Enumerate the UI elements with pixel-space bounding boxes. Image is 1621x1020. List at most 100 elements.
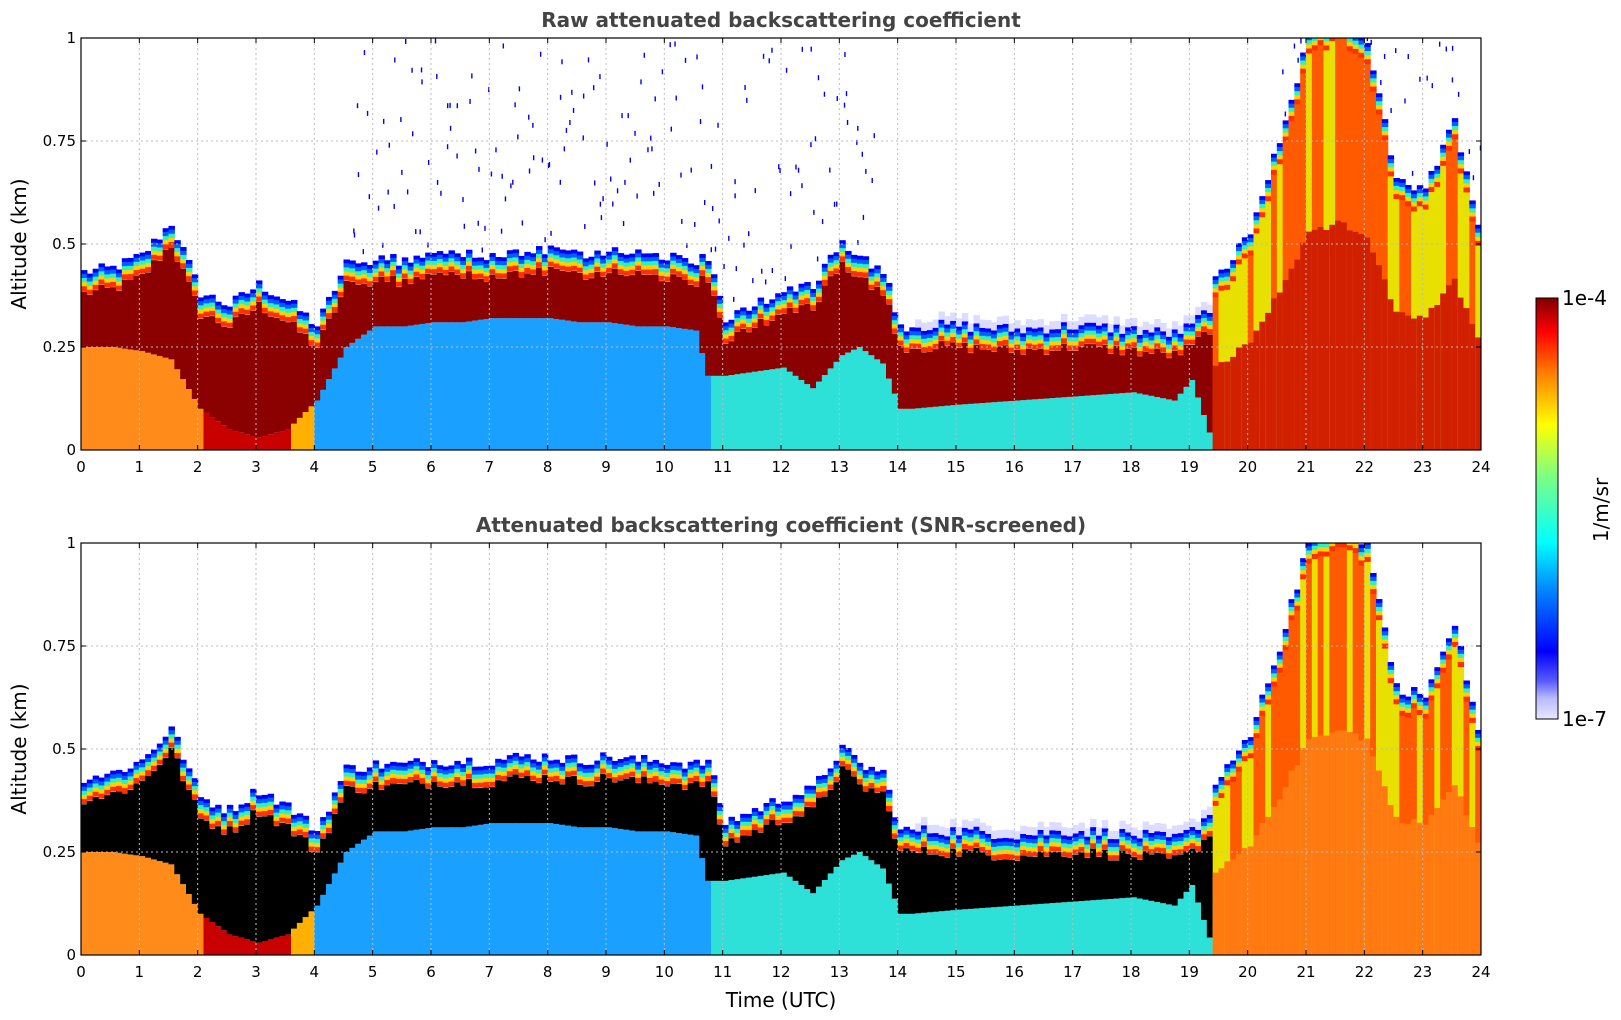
heat-cell [349, 260, 356, 265]
heat-cell [483, 773, 490, 778]
heat-cell [436, 786, 444, 828]
noise-speck [559, 179, 562, 185]
heat-cell [711, 786, 718, 792]
heat-cell [909, 841, 916, 846]
heat-cell [547, 781, 555, 824]
heat-cell [845, 748, 852, 752]
heat-cell [139, 252, 146, 257]
heat-cell [1463, 182, 1470, 188]
heat-cell [658, 778, 665, 785]
heat-cell [116, 269, 123, 274]
heat-cell [1399, 702, 1406, 707]
heat-cell [1324, 29, 1330, 33]
heat-cell [174, 736, 181, 741]
noise-speck [1336, 22, 1337, 27]
heat-cell [582, 279, 590, 323]
heat-cell [891, 824, 899, 830]
heat-cell [1072, 321, 1080, 330]
heat-cell [518, 763, 525, 769]
heat-cell [530, 775, 537, 781]
heat-cell [629, 256, 636, 262]
heat-cell [862, 785, 870, 792]
heat-cell [215, 323, 222, 422]
heat-cell [652, 326, 660, 450]
heat-cell [734, 317, 741, 323]
heat-cell [133, 275, 140, 351]
noise-speck [420, 67, 423, 73]
heat-cell [956, 318, 963, 327]
heat-cell [168, 729, 175, 735]
heat-cell [238, 816, 245, 821]
heat-cell [1230, 767, 1237, 773]
heat-cell [186, 281, 193, 390]
heat-cell [757, 814, 765, 820]
heat-cell [781, 823, 788, 873]
heat-cell [151, 354, 158, 450]
heat-cell [740, 307, 747, 312]
heat-cell [337, 792, 345, 798]
noise-speck [801, 46, 804, 52]
y-tick-label: 0.75 [43, 132, 76, 150]
heat-cell [1055, 340, 1062, 346]
heat-cell [238, 313, 245, 433]
heat-cell [133, 777, 140, 783]
heat-cell [1416, 822, 1424, 955]
x-tick-label: 15 [946, 963, 965, 981]
heat-cell [565, 257, 572, 263]
heat-cell [722, 880, 730, 955]
heat-cell [932, 824, 940, 834]
heat-cell [629, 265, 636, 270]
heat-cell [606, 263, 613, 268]
heat-cell [856, 784, 864, 852]
heat-cell [816, 787, 823, 793]
heat-cell [530, 766, 537, 772]
heat-cell [372, 760, 380, 765]
heat-cell [658, 763, 665, 768]
heat-cell [664, 267, 671, 273]
heat-cell [296, 922, 304, 955]
heat-cell [512, 265, 520, 271]
heat-cell [244, 434, 251, 450]
heat-cell [804, 788, 811, 794]
heat-cell [571, 757, 578, 763]
heat-cell [1078, 838, 1085, 843]
heat-cell [915, 339, 922, 344]
heat-cell [133, 761, 140, 766]
heat-cell [856, 255, 864, 260]
heat-cell [751, 829, 759, 877]
heat-cell [1037, 841, 1045, 847]
panel-screened-grid [81, 543, 1481, 955]
heat-cell [1230, 859, 1237, 955]
heat-cell [565, 261, 572, 267]
heat-cell [1405, 196, 1412, 202]
heat-cell [1125, 338, 1132, 344]
heat-cell [1107, 339, 1115, 345]
heat-cell [1160, 398, 1167, 450]
heat-cell [1066, 857, 1074, 902]
heat-cell [571, 754, 578, 759]
heat-cell [576, 263, 584, 268]
heat-cell [1061, 850, 1068, 857]
heat-cell [1049, 332, 1056, 338]
heat-cell [1218, 285, 1225, 291]
heat-cell [734, 842, 741, 880]
heat-cell [501, 264, 508, 270]
x-tick-label: 10 [655, 963, 674, 981]
heat-cell [1253, 728, 1260, 734]
heat-cell [273, 826, 280, 938]
heat-cell [1358, 48, 1365, 53]
heat-cell [226, 808, 234, 813]
heat-cell [868, 774, 875, 779]
heat-cell [845, 763, 852, 770]
heat-cell [1008, 347, 1015, 353]
heat-cell [203, 917, 210, 955]
heat-cell [1171, 345, 1179, 351]
noise-speck [541, 157, 544, 163]
heat-cell [320, 308, 327, 313]
heat-cell [506, 265, 514, 272]
heat-cell [816, 288, 823, 293]
heat-cell [296, 834, 304, 923]
heat-cell [1224, 361, 1231, 450]
heat-cell [425, 255, 432, 261]
heat-cell [448, 250, 455, 255]
